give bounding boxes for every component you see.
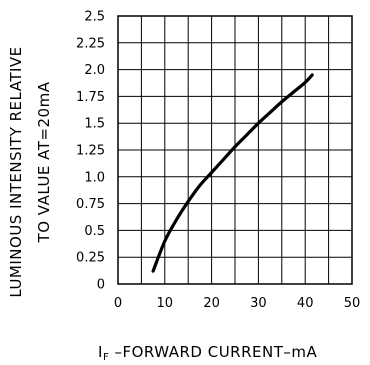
y-tick-label: 2.25 — [76, 36, 105, 51]
plot-frame — [117, 15, 353, 285]
x-tick-label: 40 — [297, 296, 314, 311]
tick-labels: 0 10 20 30 40 50 0 0.25 0.5 0.75 1.0 1.25 1.5 1.75 2.0… — [76, 10, 360, 312]
grid — [118, 16, 352, 284]
y-tick-label: 1.75 — [76, 90, 105, 105]
y-tick-label: 0.25 — [76, 251, 105, 266]
x-axis-label-rest: –FORWARD CURRENT–mA — [109, 343, 317, 361]
y-tick-label: 1.5 — [84, 117, 105, 132]
y-tick-label: 2.5 — [84, 10, 105, 25]
x-tick-label: 20 — [203, 296, 220, 311]
y-tick-label: 0.5 — [84, 224, 105, 239]
x-tick-label: 10 — [157, 296, 174, 311]
y-tick-label: 0.75 — [76, 197, 105, 212]
x-tick-label: 50 — [344, 296, 361, 311]
y-tick-label: 2.0 — [84, 63, 105, 78]
y-tick-label: 0 — [97, 278, 105, 293]
x-axis-label-main: I — [98, 343, 103, 361]
y-tick-label: 1.25 — [76, 144, 105, 159]
x-axis-label: IF –FORWARD CURRENT–mA — [98, 343, 318, 363]
x-axis-label-subscript: F — [103, 352, 109, 363]
y-axis-label-line1: LUMINOUS INTENSITY RELATIVE — [7, 46, 25, 297]
y-tick-label: 1.0 — [84, 170, 105, 185]
x-tick-label: 0 — [114, 296, 122, 311]
series-line — [151, 73, 314, 273]
y-axis-label-line2: TO VALUE AT=20mA — [35, 81, 53, 243]
x-tick-label: 30 — [250, 296, 267, 311]
